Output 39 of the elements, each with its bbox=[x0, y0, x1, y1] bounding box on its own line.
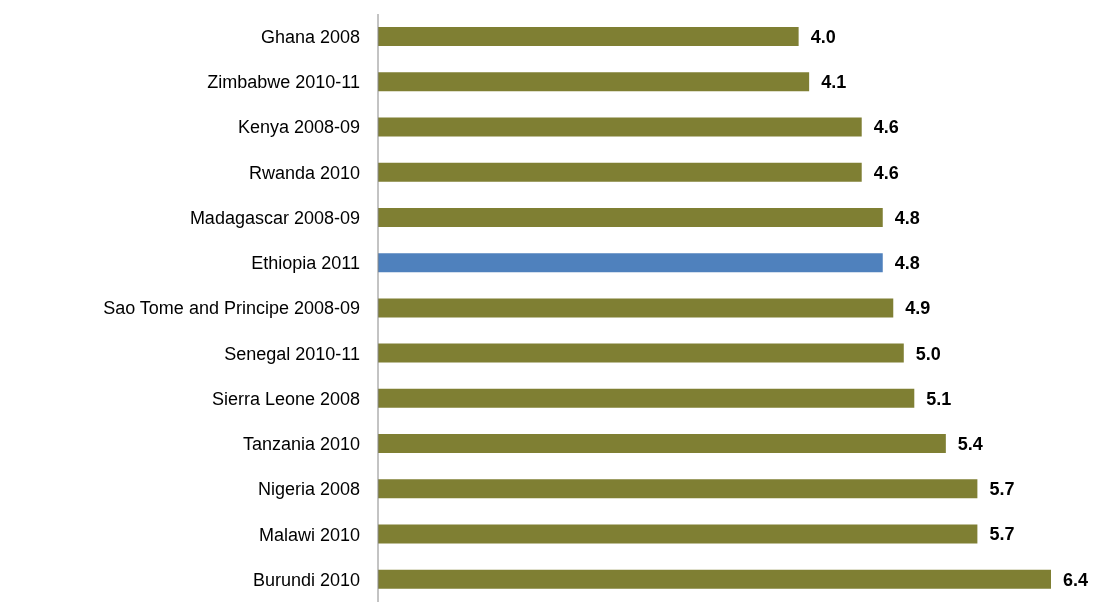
bar bbox=[378, 343, 904, 363]
data-label: 4.8 bbox=[894, 253, 920, 274]
bar bbox=[378, 162, 862, 182]
data-label: 4.6 bbox=[873, 162, 899, 183]
data-label: 6.4 bbox=[1063, 569, 1089, 590]
y-tick-label: Ethiopia 2011 bbox=[251, 253, 360, 274]
y-tick-label: Sierra Leone 2008 bbox=[211, 388, 360, 409]
data-label: 5.7 bbox=[989, 524, 1015, 545]
y-tick-label: Nigeria 2008 bbox=[257, 479, 360, 500]
data-label: 5.7 bbox=[989, 479, 1015, 500]
y-tick-label: Ghana 2008 bbox=[260, 27, 360, 48]
data-label: 5.4 bbox=[957, 433, 983, 454]
bar bbox=[378, 524, 978, 544]
bar bbox=[378, 27, 799, 46]
bar bbox=[378, 117, 862, 137]
y-tick-label: Madagascar 2008-09 bbox=[189, 207, 360, 228]
bar bbox=[378, 207, 883, 227]
bar bbox=[378, 253, 883, 273]
bar bbox=[378, 569, 1051, 589]
bar bbox=[378, 434, 946, 454]
data-label: 5.0 bbox=[915, 343, 941, 364]
data-label: 4.6 bbox=[873, 117, 899, 138]
y-tick-label: Senegal 2010-11 bbox=[224, 343, 360, 364]
y-tick-label: Sao Tome and Principe 2008-09 bbox=[103, 298, 360, 319]
data-label: 5.1 bbox=[926, 388, 952, 409]
y-tick-label: Rwanda 2010 bbox=[248, 162, 360, 183]
data-label: 4.1 bbox=[821, 72, 847, 93]
data-label: 4.8 bbox=[894, 207, 920, 228]
data-label: 4.9 bbox=[905, 298, 931, 319]
y-tick-label: Zimbabwe 2010-11 bbox=[207, 72, 360, 93]
y-tick-label: Burundi 2010 bbox=[252, 569, 360, 590]
y-tick-label: Kenya 2008-09 bbox=[237, 117, 360, 138]
bar bbox=[378, 388, 915, 408]
y-tick-label: Tanzania 2010 bbox=[242, 434, 360, 455]
data-label: 4.0 bbox=[810, 26, 836, 47]
bar bbox=[378, 298, 894, 318]
bar bbox=[378, 479, 978, 499]
y-tick-label: Malawi 2010 bbox=[258, 524, 360, 545]
bar bbox=[378, 72, 810, 92]
